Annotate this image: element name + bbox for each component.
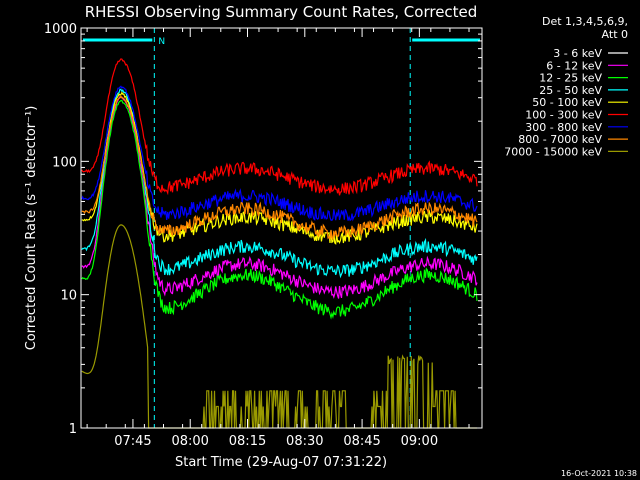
series-line — [81, 96, 478, 299]
x-tick-label: 08:45 — [343, 434, 380, 449]
x-tick-label: 08:30 — [286, 434, 323, 449]
annotation-label: N — [158, 37, 165, 47]
series-line — [81, 91, 478, 245]
x-axis-label: Start Time (29-Aug-07 07:31:22) — [175, 455, 387, 470]
timestamp: 16-Oct-2021 10:38 — [561, 469, 637, 478]
series-line — [81, 88, 478, 279]
y-axis-label: Corrected Count Rate (s⁻¹ detector⁻¹) — [24, 106, 39, 351]
series-line — [81, 99, 478, 320]
y-tick-label: 1000 — [44, 22, 77, 37]
plot-frame — [80, 27, 483, 429]
legend-label: 6 - 12 keV — [546, 59, 602, 72]
legend-label: 3 - 6 keV — [553, 47, 602, 60]
x-tick-label: 07:45 — [114, 434, 151, 449]
legend-header-line-1: Det 1,3,4,5,6,9, — [542, 15, 628, 28]
legend-label: 25 - 50 keV — [539, 84, 602, 97]
plot-area: N 1 10 100 1000 07:45 08:00 08:15 08:30 08:45 09:0… — [44, 22, 483, 449]
y-tick-label: 10 — [60, 289, 77, 304]
legend-header-line-2: Att 0 — [602, 28, 628, 41]
series-line — [81, 85, 478, 222]
y-tick-label: 100 — [52, 155, 77, 170]
series-line — [81, 58, 478, 196]
y-tick-label: 1 — [69, 422, 77, 437]
legend-label: 800 - 7000 keV — [518, 133, 602, 146]
legend-label: 50 - 100 keV — [532, 96, 602, 109]
chart-title: RHESSI Observing Summary Count Rates, Co… — [85, 3, 478, 21]
series-line — [81, 94, 478, 241]
x-tick-label: 08:15 — [229, 434, 266, 449]
legend-label: 300 - 800 keV — [525, 121, 602, 134]
legend-label: 12 - 25 keV — [539, 72, 602, 85]
series-line — [81, 224, 477, 429]
x-tick-label: 09:00 — [401, 434, 438, 449]
legend-label: 7000 - 15000 keV — [504, 145, 602, 158]
legend-label: 100 - 300 keV — [525, 109, 602, 122]
x-tick-label: 08:00 — [171, 434, 208, 449]
